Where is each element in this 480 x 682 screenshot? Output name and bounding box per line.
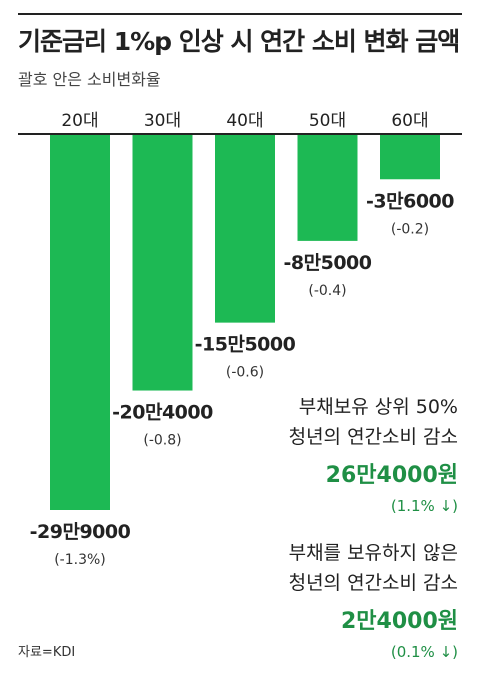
- category-label: 30대: [144, 111, 181, 131]
- rate-label: (-0.8): [143, 433, 181, 449]
- category-label: 60대: [391, 111, 428, 131]
- bar: [132, 134, 193, 391]
- chart-subtitle: 괄호 안은 소비변화율: [18, 70, 161, 89]
- note-indebted-youth: 부채보유 상위 50% 청년의 연간소비 감소 26만4000원 (1.1% ↓…: [289, 392, 458, 518]
- value-label: -8만5000: [284, 252, 372, 274]
- bar: [50, 134, 110, 510]
- bar: [380, 134, 440, 180]
- note-amount: 2만4000원: [340, 609, 458, 634]
- bar: [297, 134, 358, 241]
- value-label: -3만6000: [366, 190, 454, 212]
- top-rule: [18, 13, 462, 15]
- bar: [215, 134, 275, 323]
- rate-label: (-1.3%): [54, 552, 106, 568]
- source-credit: 자료=KDI: [18, 645, 76, 660]
- note-rate: (1.1% ↓): [390, 497, 458, 515]
- category-label: 50대: [309, 111, 346, 131]
- value-label: -29만9000: [30, 521, 131, 543]
- rate-label: (-0.2): [391, 221, 429, 237]
- note-line2: 청년의 연간소비 감소: [288, 426, 458, 448]
- category-label: 20대: [61, 111, 98, 131]
- note-debt-free-youth: 부채를 보유하지 않은 청년의 연간소비 감소 2만4000원 (0.1% ↓): [289, 538, 458, 664]
- value-label: -20만4000: [112, 402, 213, 424]
- rate-label: (-0.4): [308, 283, 346, 299]
- note-line2: 청년의 연간소비 감소: [288, 572, 458, 594]
- category-label: 40대: [226, 111, 263, 131]
- rate-label: (-0.6): [226, 365, 264, 381]
- value-label: -15만5000: [195, 334, 296, 356]
- note-rate: (0.1% ↓): [390, 643, 458, 661]
- note-amount: 26만4000원: [325, 463, 458, 488]
- axis-baseline: [18, 133, 462, 135]
- chart-title: 기준금리 1%p 인상 시 연간 소비 변화 금액: [18, 27, 460, 56]
- note-line1: 부채보유 상위 50%: [298, 396, 458, 418]
- note-line1: 부채를 보유하지 않은: [288, 542, 458, 564]
